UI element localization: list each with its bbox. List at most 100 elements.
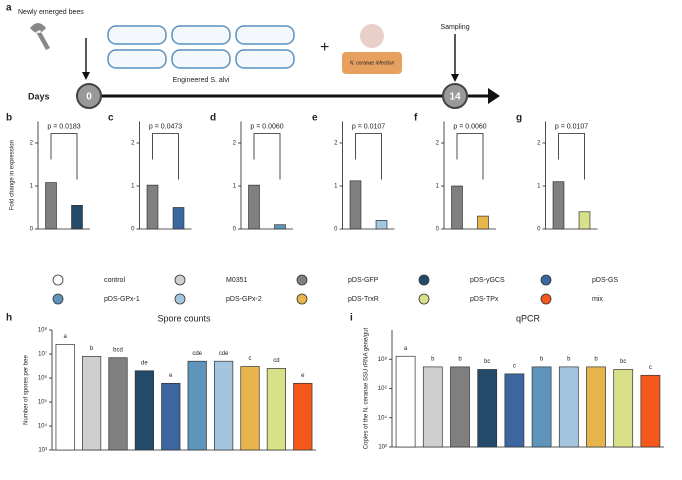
y-tick-label: 10³: [38, 448, 47, 454]
y-tick-label: 2: [436, 141, 440, 147]
p-value: p = 0.0183: [47, 123, 80, 130]
y-tick-label: 10⁷: [38, 351, 47, 358]
panel-label: i: [350, 313, 353, 324]
bee-icon: [30, 23, 50, 50]
p-value: p = 0.0107: [352, 123, 385, 130]
legend-swatch: [540, 293, 552, 305]
bar: [375, 220, 388, 230]
bar: [266, 368, 286, 451]
y-tick-label: 10²: [378, 445, 387, 451]
bar: [134, 370, 154, 451]
y-tick-label: 10⁸: [38, 327, 48, 334]
significance-letter: cde: [219, 351, 229, 357]
significance-letter: bc: [620, 359, 626, 365]
y-tick-label: 10⁵: [38, 399, 48, 406]
significance-letter: a: [64, 334, 68, 340]
significance-letter: cd: [273, 358, 279, 364]
legend-label: pDS-GS: [592, 277, 618, 284]
legend-label: pDS-GPx-2: [226, 296, 262, 303]
y-tick-label: 1: [233, 184, 237, 190]
panel-label: a: [6, 3, 12, 14]
legend-label: pDS-TPx: [470, 296, 499, 303]
y-tick-label: 2: [30, 141, 34, 147]
bar: [586, 366, 606, 448]
bar: [187, 360, 207, 451]
plasmid-grid: [107, 25, 295, 69]
significance-letter: de: [141, 360, 148, 366]
bar: [274, 224, 286, 230]
bar: [45, 182, 57, 230]
significance-letter: b: [540, 356, 544, 362]
legend-label: pDS-GFP: [348, 277, 379, 284]
y-tick-label: 1: [436, 184, 440, 190]
p-bracket: [355, 133, 382, 180]
infection-box: [342, 52, 402, 74]
legend-label: pDS-GPx-1: [104, 296, 140, 303]
legend-swatch: [296, 274, 308, 286]
significance-letter: bcd: [113, 347, 123, 353]
p-value: p = 0.0473: [149, 123, 182, 130]
panel-label: h: [6, 313, 12, 324]
p-value: p = 0.0060: [250, 123, 283, 130]
significance-letter: b: [458, 356, 462, 362]
y-tick-label: 0: [436, 227, 440, 233]
spore-icon: [360, 24, 384, 48]
bar: [504, 373, 525, 448]
bar: [640, 374, 661, 448]
bar: [531, 366, 552, 448]
legend-label: M0351: [226, 277, 248, 284]
p-bracket: [456, 133, 484, 180]
timeline-head: [488, 88, 500, 104]
bar: [55, 344, 75, 451]
y-tick-label: 10⁴: [378, 414, 388, 421]
significance-letter: b: [90, 346, 94, 352]
bar: [578, 211, 591, 230]
bees-label: Newly emerged bees: [18, 9, 84, 16]
plus: +: [320, 39, 329, 56]
significance-letter: c: [513, 363, 516, 369]
legend-label: pDS-TrxR: [348, 296, 379, 303]
bar: [450, 366, 470, 448]
bar: [71, 205, 83, 230]
y-axis-label: Fold change in expression: [10, 140, 16, 210]
panel-label: g: [516, 113, 522, 124]
legend-swatch: [174, 274, 186, 286]
legend-swatch: [296, 293, 308, 305]
y-tick-label: 0: [334, 227, 338, 233]
y-tick-label: 10⁸: [378, 356, 388, 363]
p-value: p = 0.0107: [555, 123, 588, 130]
legend-swatch: [418, 293, 430, 305]
day-end: 14: [449, 92, 461, 103]
legend-swatch: [540, 274, 552, 286]
legend-swatch: [52, 293, 64, 305]
chart-title: Spore counts: [157, 313, 211, 323]
significance-letter: c: [649, 365, 652, 371]
bar: [552, 181, 565, 230]
bar: [172, 207, 185, 230]
y-axis-label: Copies of the N. ceranae SSU rRNA gene/g…: [364, 327, 370, 449]
significance-letter: b: [567, 356, 571, 362]
significance-letter: c: [249, 356, 252, 362]
legend-swatch: [418, 274, 430, 286]
y-tick-label: 2: [537, 141, 541, 147]
arrow-head: [82, 72, 90, 80]
bar: [146, 184, 159, 230]
bar: [477, 215, 489, 230]
panel-label: f: [414, 113, 418, 124]
p-bracket: [253, 133, 281, 180]
legend-swatch: [174, 293, 186, 305]
y-tick-label: 1: [30, 184, 34, 190]
y-tick-label: 0: [30, 227, 34, 233]
significance-letter: e: [301, 373, 305, 379]
y-tick-label: 0: [233, 227, 237, 233]
infection-label: N. ceranae infection: [350, 60, 395, 66]
chart-title: qPCR: [516, 313, 541, 323]
p-bracket: [50, 133, 78, 180]
bar: [108, 357, 128, 451]
bar: [558, 366, 579, 448]
significance-letter: bc: [484, 359, 490, 365]
bar: [248, 184, 260, 230]
panel-label: e: [312, 113, 318, 124]
y-axis-label: Number of spores per bee: [24, 354, 30, 424]
y-tick-label: 1: [537, 184, 541, 190]
